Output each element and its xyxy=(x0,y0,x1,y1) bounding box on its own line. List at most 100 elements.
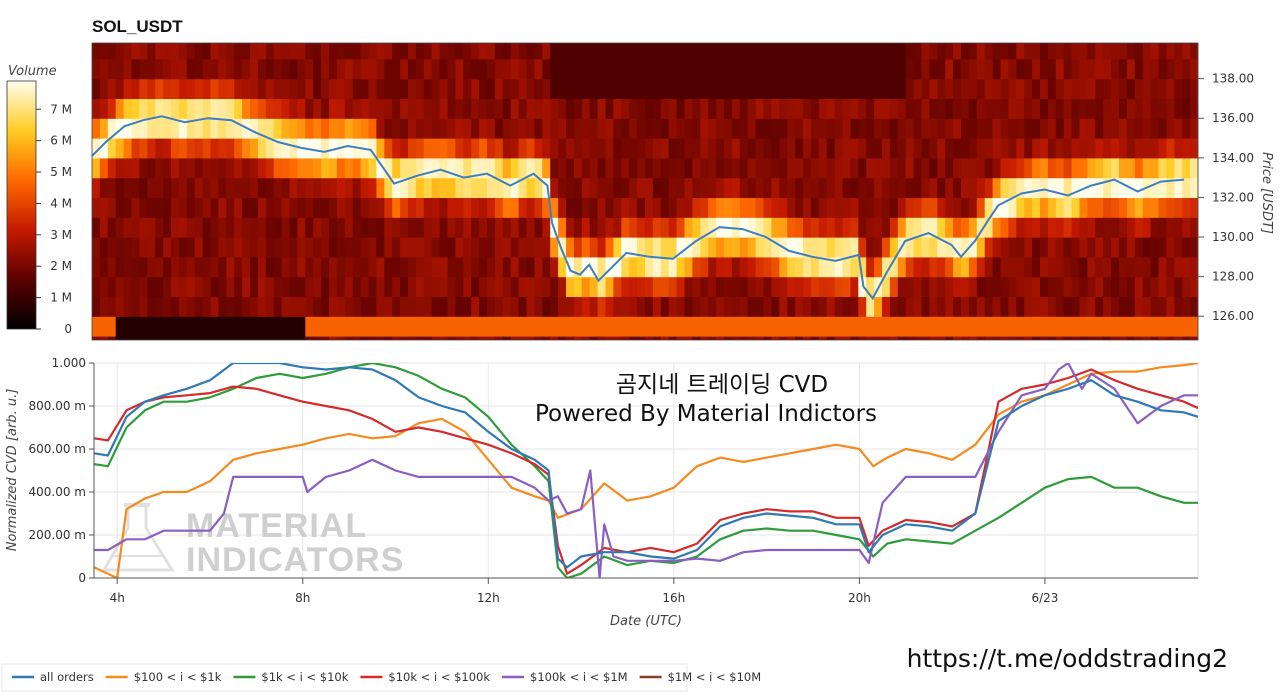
heat-cell xyxy=(329,138,338,159)
heat-cell xyxy=(194,58,204,80)
heat-cell xyxy=(747,43,757,60)
heat-cell xyxy=(289,78,298,100)
heat-cell xyxy=(384,138,393,159)
heat-cell xyxy=(463,98,472,119)
heat-cell xyxy=(795,157,804,179)
heat-cell xyxy=(1119,118,1128,139)
heat-cell xyxy=(874,316,883,337)
heat-cell xyxy=(724,118,733,139)
heat-cell xyxy=(1126,217,1136,238)
heat-cell xyxy=(202,118,212,139)
heat-cell xyxy=(700,78,709,100)
heat-cell xyxy=(1166,256,1175,278)
heat-cell xyxy=(447,316,456,337)
heat-cell xyxy=(976,58,986,80)
heat-cell xyxy=(487,157,496,179)
heat-cell xyxy=(1016,78,1025,100)
heat-cell xyxy=(1016,256,1025,278)
heat-cell xyxy=(882,118,891,139)
heat-cell xyxy=(471,118,480,139)
heat-cell xyxy=(1174,43,1183,60)
price-tick-label: 136.00 xyxy=(1212,111,1254,125)
heat-cell xyxy=(131,118,140,139)
heat-cell xyxy=(597,98,607,119)
heat-cell xyxy=(265,316,275,337)
heat-cell xyxy=(186,237,196,258)
heat-cell xyxy=(1134,58,1144,80)
heat-cell xyxy=(613,98,622,119)
heat-cell xyxy=(171,138,180,159)
heat-cell xyxy=(139,78,148,100)
heat-cell xyxy=(621,78,630,100)
series-line-0 xyxy=(94,363,1198,569)
heat-cell xyxy=(652,276,662,298)
heat-cell xyxy=(447,118,456,139)
heat-cell xyxy=(542,157,551,179)
heat-cell xyxy=(1126,78,1136,100)
heat-cell xyxy=(147,336,156,340)
heat-cell xyxy=(1040,43,1049,60)
heat-cell xyxy=(234,98,243,119)
heat-cell xyxy=(1063,276,1073,298)
heat-cell xyxy=(1095,157,1104,179)
heat-cell xyxy=(874,177,883,199)
price-tick-label: 138.00 xyxy=(1212,72,1254,86)
heat-cell xyxy=(692,276,701,298)
heat-cell xyxy=(518,237,528,258)
heat-cell xyxy=(415,43,425,60)
heat-cell xyxy=(1040,177,1049,199)
heat-cell xyxy=(1032,138,1041,159)
heat-cell xyxy=(163,197,172,218)
heat-cell xyxy=(313,276,322,298)
heat-cell xyxy=(826,276,836,298)
heat-cell xyxy=(439,118,449,139)
heat-cell xyxy=(415,157,425,179)
heat-cell xyxy=(961,58,970,80)
heat-cell xyxy=(1040,118,1049,139)
heat-cell xyxy=(400,157,409,179)
heat-cell xyxy=(637,256,646,278)
heat-cell xyxy=(163,78,172,100)
heat-cell xyxy=(1166,78,1175,100)
heat-cell xyxy=(984,237,994,258)
heat-cell xyxy=(163,296,172,317)
heat-cell xyxy=(139,98,148,119)
heat-cell xyxy=(1166,217,1175,238)
heat-cell xyxy=(384,43,393,60)
heat-cell xyxy=(897,316,907,337)
heat-cell xyxy=(1126,276,1136,298)
heat-cell xyxy=(921,217,930,238)
heat-cell xyxy=(360,98,370,119)
heat-cell xyxy=(518,157,528,179)
heat-cell xyxy=(897,276,907,298)
heat-cell xyxy=(1079,118,1088,139)
heat-cell xyxy=(1158,197,1167,218)
heat-cell xyxy=(202,43,212,60)
heat-cell xyxy=(1126,98,1136,119)
heat-cell xyxy=(384,316,393,337)
heat-cell xyxy=(913,217,923,238)
heat-cell xyxy=(202,78,212,100)
heat-cell xyxy=(305,177,314,199)
heat-cell xyxy=(660,276,670,298)
heat-cell xyxy=(937,296,946,317)
heat-cell xyxy=(1095,138,1104,159)
heat-cell xyxy=(731,43,741,60)
heat-cell xyxy=(471,58,480,80)
heat-cell xyxy=(210,43,219,60)
heat-cell xyxy=(897,296,907,317)
heat-cell xyxy=(968,197,978,218)
heat-cell xyxy=(1134,78,1144,100)
heat-cell xyxy=(455,336,464,340)
heat-cell xyxy=(1071,58,1081,80)
heat-cell xyxy=(329,197,338,218)
heat-cell xyxy=(984,118,994,139)
heat-cell xyxy=(265,58,275,80)
heat-cell xyxy=(573,197,583,218)
heat-cell xyxy=(589,336,599,340)
telegram-link[interactable]: https://t.me/oddstrading2 xyxy=(907,644,1228,673)
heat-cell xyxy=(502,217,512,238)
heat-cell xyxy=(400,138,409,159)
heat-cell xyxy=(502,43,512,60)
heat-cell xyxy=(186,138,196,159)
